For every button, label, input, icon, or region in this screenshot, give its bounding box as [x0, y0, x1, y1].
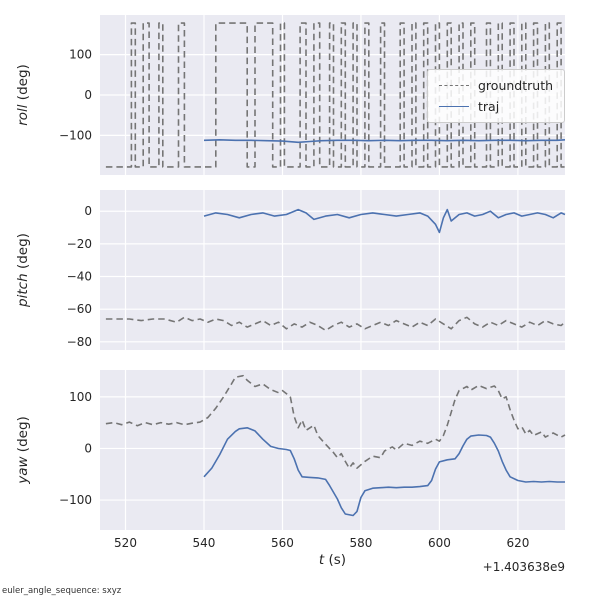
- roll-axis-label-unit: (deg): [15, 64, 31, 105]
- yaw-axis-label-word: yaw: [15, 456, 31, 484]
- pitch-ytick-label: −80: [67, 335, 92, 349]
- x-axis-label: t (s): [100, 552, 565, 568]
- xtick-label: 540: [193, 536, 216, 550]
- legend-label-traj: traj: [478, 99, 500, 114]
- yaw-axis-label: yaw (deg): [15, 370, 33, 530]
- traj-solid-line-icon: [439, 106, 469, 107]
- xtick-label: 560: [271, 536, 294, 550]
- x-axis-label-word: t: [318, 552, 325, 568]
- roll-axis-label-word: roll: [15, 104, 31, 126]
- pitch-traj-line: [203, 208, 566, 234]
- roll-axis-label: roll (deg): [15, 15, 33, 175]
- pitch-ytick-label: −20: [67, 237, 92, 251]
- roll-ytick-label: 0: [84, 88, 92, 102]
- xtick-label: 580: [349, 536, 372, 550]
- roll-ytick-label: 100: [69, 48, 92, 62]
- yaw-axis-label-unit: (deg): [15, 416, 31, 457]
- xtick-label: 620: [506, 536, 529, 550]
- groundtruth-dashed-line-icon: [439, 85, 469, 86]
- pitch-ytick-label: −60: [67, 302, 92, 316]
- roll-ytick-label: −100: [59, 128, 92, 142]
- x-axis-label-unit: (s): [324, 552, 347, 568]
- xtick-label: 520: [114, 536, 137, 550]
- yaw-panel-bg: [100, 370, 565, 530]
- roll-groundtruth-line: [105, 22, 565, 168]
- yaw-groundtruth-line: [105, 374, 566, 469]
- xtick-label: 600: [428, 536, 451, 550]
- legend-label-groundtruth: groundtruth: [478, 78, 554, 93]
- pitch-axis-label-unit: (deg): [15, 233, 31, 274]
- x-axis-offset-label: +1.403638e9: [482, 560, 565, 574]
- pitch-axis-label: pitch (deg): [15, 190, 33, 350]
- legend-entry-traj: traj: [439, 96, 553, 117]
- roll-traj-line: [203, 139, 566, 144]
- yaw-ytick-label: 0: [84, 441, 92, 455]
- yaw-ytick-label: 100: [69, 390, 92, 404]
- pitch-ytick-label: 0: [84, 204, 92, 218]
- legend-entry-groundtruth: groundtruth: [439, 75, 553, 96]
- euler-sequence-footnote: euler_angle_sequence: sxyz: [2, 586, 122, 596]
- yaw-ytick-label: −100: [59, 493, 92, 507]
- legend: groundtruth traj: [427, 69, 566, 123]
- pitch-axis-label-word: pitch: [15, 273, 31, 307]
- pitch-ytick-label: −40: [67, 270, 92, 284]
- yaw-traj-line: [203, 427, 565, 517]
- pitch-groundtruth-line: [105, 316, 566, 332]
